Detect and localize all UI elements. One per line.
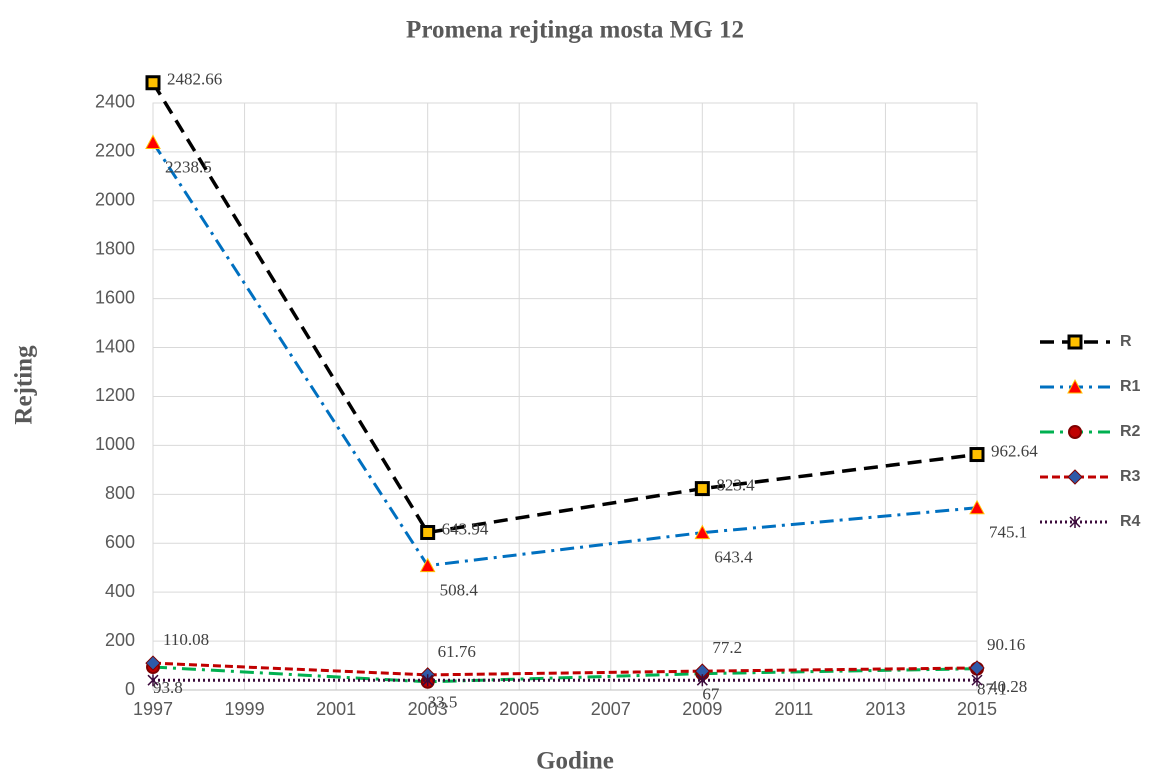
legend-label: R1 (1120, 378, 1141, 395)
marker (145, 655, 161, 671)
data-label: 962.64 (991, 441, 1038, 460)
x-tick-label: 2005 (499, 699, 539, 719)
marker (969, 447, 985, 463)
data-label: 90.16 (987, 635, 1025, 654)
marker (145, 134, 161, 149)
marker (969, 499, 985, 515)
legend-label: R2 (1120, 423, 1141, 440)
y-tick-label: 400 (105, 581, 135, 601)
legend-marker (1067, 334, 1083, 350)
data-label: 40.28 (989, 677, 1027, 696)
y-tick-label: 200 (105, 630, 135, 650)
data-label: 87.1 (977, 680, 1007, 699)
line (151, 141, 978, 568)
data-label: 508.4 (440, 581, 479, 600)
legend-marker (1069, 516, 1081, 528)
marker (422, 674, 434, 687)
data-label: 110.08 (163, 630, 209, 649)
legend-marker (1068, 425, 1082, 439)
legend-label: R4 (1120, 513, 1141, 530)
legend-marker (1067, 469, 1083, 485)
line (151, 81, 978, 535)
data-label: 643.94 (442, 519, 489, 538)
y-tick-label: 1400 (95, 336, 135, 356)
x-tick-label: 2001 (316, 699, 356, 719)
y-axis-label: Rejting (11, 345, 38, 425)
line (152, 661, 978, 677)
y-tick-label: 1600 (95, 287, 135, 307)
data-label: 2482.66 (167, 70, 222, 89)
data-label: 61.76 (438, 642, 476, 661)
data-label: 93.8 (153, 678, 183, 697)
x-tick-label: 1999 (225, 699, 265, 719)
marker (147, 674, 159, 687)
data-label: 33.5 (428, 693, 458, 712)
marker (420, 524, 436, 540)
marker (694, 524, 711, 540)
y-tick-label: 800 (105, 483, 135, 503)
x-tick-label: 1997 (133, 699, 173, 719)
x-tick-label: 2009 (682, 699, 722, 719)
legend-label: R (1120, 333, 1132, 350)
y-tick-label: 600 (105, 532, 135, 552)
marker (145, 75, 161, 91)
y-tick-label: 0 (125, 679, 135, 699)
y-tick-label: 2200 (95, 141, 135, 161)
marker (971, 674, 983, 687)
data-label: 643.4 (714, 548, 753, 567)
legend-label: R3 (1120, 468, 1141, 485)
x-tick-label: 2007 (591, 699, 631, 719)
y-tick-label: 1800 (95, 238, 135, 258)
legend-marker (1067, 378, 1083, 394)
x-tick-label: 2013 (865, 699, 905, 719)
x-tick-label: 2003 (408, 699, 448, 719)
line (152, 665, 978, 684)
y-tick-label: 1200 (95, 385, 135, 405)
y-tick-label: 2400 (95, 92, 135, 112)
x-axis-label: Godine (536, 748, 614, 775)
data-label: 823.4 (716, 476, 755, 495)
x-tick-label: 2015 (957, 699, 997, 719)
data-label: 77.2 (712, 638, 742, 657)
data-label: 2238.5 (165, 157, 212, 176)
series: 2238.5 508.4 643.4 745.1 (145, 134, 1027, 600)
series: 2482.66 643.94 823.4 962.64 (145, 70, 1038, 540)
data-label: 745.1 (989, 523, 1027, 542)
y-tick-label: 1000 (95, 434, 135, 454)
marker (419, 557, 436, 573)
data-label: 67 (702, 685, 720, 704)
marker (694, 481, 710, 497)
chart-title: Promena rejtinga mosta MG 12 (406, 17, 744, 44)
series: 40.28 (147, 674, 1027, 696)
marker (696, 674, 708, 687)
series: 110.08 61.76 77.2 90.16 (145, 630, 1025, 683)
y-tick-label: 2000 (95, 190, 135, 210)
x-tick-label: 2011 (775, 699, 814, 719)
